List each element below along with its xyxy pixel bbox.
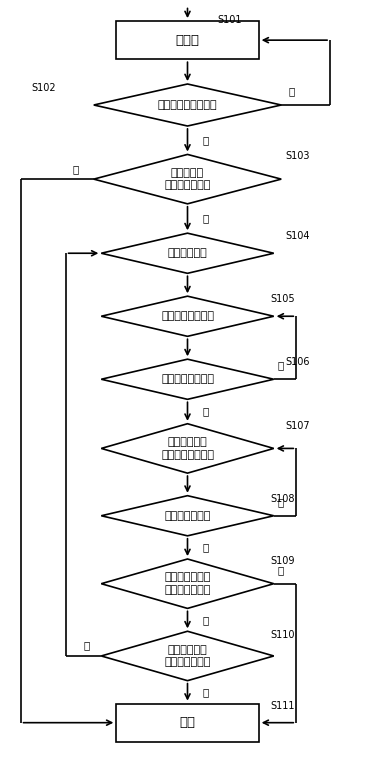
Text: 是否仍要设置
消息显示优先级: 是否仍要设置 消息显示优先级 <box>164 644 211 667</box>
Text: 结束: 结束 <box>180 716 195 729</box>
Text: 是: 是 <box>278 565 284 575</box>
Text: 否: 否 <box>202 542 209 552</box>
Text: 选择一个消息: 选择一个消息 <box>168 248 207 258</box>
Text: 否: 否 <box>202 615 209 625</box>
Text: S102: S102 <box>32 83 57 93</box>
Text: 是否要设定
消息显示优先级: 是否要设定 消息显示优先级 <box>164 168 211 190</box>
Text: S106: S106 <box>285 357 309 367</box>
Text: 优先级是否有冲突: 优先级是否有冲突 <box>161 375 214 384</box>
Text: S105: S105 <box>270 294 295 304</box>
Text: 是: 是 <box>278 361 284 371</box>
Text: S101: S101 <box>217 15 242 25</box>
Text: 设定该消息优先级: 设定该消息优先级 <box>161 311 214 321</box>
Text: 是: 是 <box>278 497 284 507</box>
Bar <box>116 704 259 742</box>
Text: 是: 是 <box>202 214 209 224</box>
Text: 否: 否 <box>289 86 295 96</box>
Text: S111: S111 <box>270 701 294 711</box>
Text: S109: S109 <box>270 556 294 566</box>
Polygon shape <box>101 631 274 681</box>
Polygon shape <box>94 84 281 126</box>
Text: S107: S107 <box>285 421 310 431</box>
Text: 是: 是 <box>84 640 90 650</box>
Polygon shape <box>101 359 274 399</box>
Polygon shape <box>101 233 274 273</box>
Text: 选择该优先级
对应呼吸灯的颜色: 选择该优先级 对应呼吸灯的颜色 <box>161 438 214 460</box>
Text: S104: S104 <box>285 231 309 241</box>
Text: 消息库消息优先
级是否设置完全: 消息库消息优先 级是否设置完全 <box>164 572 211 595</box>
Polygon shape <box>101 496 274 536</box>
Text: 消息库是否加载完成: 消息库是否加载完成 <box>158 100 218 110</box>
Polygon shape <box>101 424 274 473</box>
Text: S110: S110 <box>270 630 294 640</box>
Text: S103: S103 <box>285 151 309 161</box>
Polygon shape <box>101 296 274 336</box>
Bar <box>116 21 259 59</box>
Text: 颜色是否有冲突: 颜色是否有冲突 <box>164 511 211 521</box>
Text: 是: 是 <box>202 135 209 145</box>
Text: 否: 否 <box>202 687 209 697</box>
Text: S108: S108 <box>270 494 294 504</box>
Polygon shape <box>94 155 281 204</box>
Text: 初始化: 初始化 <box>176 34 200 47</box>
Polygon shape <box>101 559 274 608</box>
Text: 否: 否 <box>72 165 79 175</box>
Text: 否: 否 <box>202 407 209 417</box>
